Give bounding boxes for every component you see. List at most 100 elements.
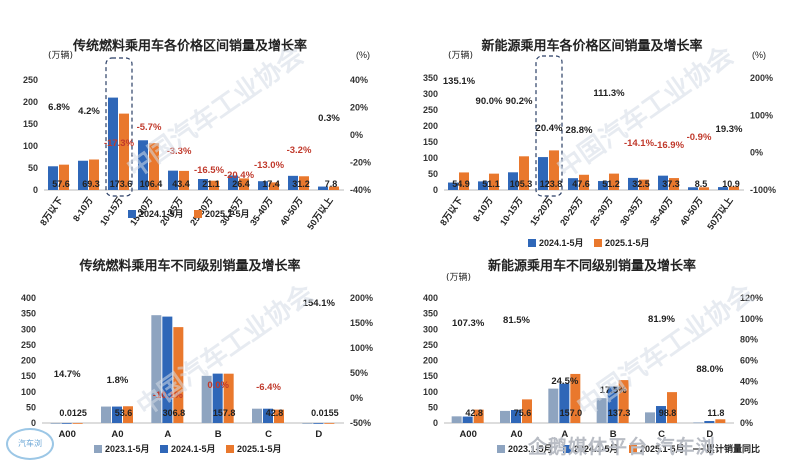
chart2-legend-swatch bbox=[594, 239, 602, 247]
chart2-value-label: 105.3 bbox=[510, 179, 533, 189]
chart1-category-label: 8-10万 bbox=[71, 195, 95, 223]
chart4-bar-2 bbox=[656, 406, 666, 423]
chart3-y2tick: 200% bbox=[350, 293, 373, 303]
chart1-ylabel: (万辆) bbox=[48, 49, 73, 61]
chart3-category-label: C bbox=[265, 429, 272, 440]
chart4-ytick: 300 bbox=[423, 324, 438, 334]
chart1-bar-1 bbox=[318, 186, 328, 190]
chart3-bar-3 bbox=[72, 422, 83, 424]
chart4-y2tick: 120% bbox=[740, 293, 763, 303]
chart2-growth-label: -16.9% bbox=[654, 140, 685, 151]
chart1-bar-2 bbox=[239, 178, 249, 190]
chart3-growth-label: -10.1% bbox=[153, 390, 184, 401]
chart3-category-label: B bbox=[215, 429, 222, 440]
chart1-bar-1 bbox=[228, 175, 238, 190]
chart3-growth-label: 1.8% bbox=[107, 375, 129, 386]
chart1-category-label: 40-50万 bbox=[278, 195, 305, 227]
chart3-value-label: 306.8 bbox=[163, 408, 186, 418]
chart2-y2label: (%) bbox=[752, 50, 766, 60]
chart2-growth-label: 135.1% bbox=[443, 76, 476, 87]
chart2-bar-2 bbox=[609, 173, 619, 190]
chart2-category-label: 15-20万 bbox=[528, 195, 555, 227]
chart3-legend-label: 2023.1-5月 bbox=[105, 444, 150, 454]
chart4-category-label: A0 bbox=[510, 429, 522, 440]
chart2-bar-1 bbox=[658, 175, 668, 190]
chart4-y2tick: 20% bbox=[740, 397, 758, 407]
chart1-growth-label: -13.0% bbox=[254, 160, 285, 171]
chart4-bar-1 bbox=[451, 416, 462, 423]
chart4-bar-3 bbox=[618, 380, 629, 423]
chart2-bar-2 bbox=[519, 156, 529, 190]
chart1-bar-2 bbox=[269, 182, 279, 190]
chart2-category-label: 40-50万 bbox=[678, 195, 705, 227]
chart3-growth-label: 0.0% bbox=[207, 380, 229, 391]
chart2-bar-2 bbox=[639, 179, 649, 190]
chart3-bar-1 bbox=[201, 375, 212, 423]
chart4-y2tick: 80% bbox=[740, 335, 758, 345]
chart2-ytick: 300 bbox=[423, 89, 438, 99]
chart1-bar-1 bbox=[78, 160, 88, 190]
chart1-legend-label: 2024.1-5月 bbox=[139, 209, 184, 219]
chart4-value-label: 157.0 bbox=[560, 408, 583, 418]
chart4-bar-1 bbox=[693, 422, 704, 424]
chart1-legend-swatch bbox=[128, 210, 136, 218]
chart4-legend-label: 累计销量同比 bbox=[706, 443, 760, 454]
chart4-legend-swatch bbox=[497, 445, 505, 453]
chart3-bar-3 bbox=[173, 327, 184, 423]
chart4-y2tick: 100% bbox=[740, 314, 763, 324]
chart4-ytick: 50 bbox=[428, 402, 438, 412]
chart2-value-label: 8.5 bbox=[695, 179, 708, 189]
chart2-category-label: 25-30万 bbox=[588, 195, 615, 227]
chart1-growth-label: -3.2% bbox=[287, 145, 312, 156]
chart2-y2tick: 100% bbox=[750, 110, 773, 120]
chart2-bar-1 bbox=[508, 172, 518, 190]
chart2-legend-swatch bbox=[528, 239, 536, 247]
chart3-ytick: 350 bbox=[21, 309, 36, 319]
chart1-category-label: 35-40万 bbox=[248, 195, 275, 227]
chart4-y2tick: 0% bbox=[740, 418, 753, 428]
chart4-bar-2 bbox=[704, 421, 715, 423]
chart4-value-label: 75.6 bbox=[514, 408, 532, 418]
chart3-ytick: 0 bbox=[31, 418, 36, 428]
chart3-bar-3 bbox=[223, 373, 234, 423]
chart4-bar-1 bbox=[500, 410, 510, 423]
chart4-y2tick: 40% bbox=[740, 376, 758, 386]
chart2-growth-label: -0.9% bbox=[687, 132, 712, 143]
chart4-bar-3 bbox=[667, 392, 677, 423]
chart1-category-label: 50万以上 bbox=[304, 195, 334, 232]
chart2-category-label: 20-25万 bbox=[558, 195, 585, 227]
chart1-bar-1 bbox=[138, 140, 148, 190]
chart3-bar-2 bbox=[212, 373, 223, 423]
chart2-growth-label: -14.1% bbox=[624, 138, 655, 149]
chart1-bar-2 bbox=[299, 176, 309, 190]
chart3-bar-1 bbox=[302, 422, 313, 424]
chart4-legend-label: 2023.1-5月 bbox=[508, 444, 553, 454]
chart2-value-label: 51.2 bbox=[602, 179, 620, 189]
chart2-y2tick: -100% bbox=[750, 185, 776, 195]
chart2-bar-2 bbox=[699, 187, 709, 190]
chart1-highlight-box bbox=[105, 57, 133, 197]
chart4-legend-label: 2024.1-5月 bbox=[574, 444, 619, 454]
chart1-bar-2 bbox=[119, 113, 129, 190]
chart1-ytick: 150 bbox=[23, 119, 38, 129]
footer-brand: 企鹅媒体平台 汽车浏 bbox=[528, 436, 716, 458]
chart3-bar-3 bbox=[324, 422, 335, 424]
chart3-category-label: A00 bbox=[58, 429, 75, 440]
chart2-category-label: 8万以下 bbox=[438, 195, 465, 227]
chart2-growth-label: 28.8% bbox=[566, 125, 593, 136]
chart2-bar-2 bbox=[729, 186, 739, 190]
chart1-growth-label: 4.2% bbox=[78, 106, 100, 117]
chart1-bar-1 bbox=[258, 181, 268, 190]
chart1-legend-label: 2025.1-5月 bbox=[205, 209, 250, 219]
chart3-bar-2 bbox=[263, 408, 273, 423]
chart4-bar-3 bbox=[570, 373, 581, 423]
chart4-ytick: 400 bbox=[423, 293, 438, 303]
chart3-legend-label: 2024.1-5月 bbox=[171, 444, 216, 454]
chart1-title: 传统燃料乘用车各价格区间销量及增长率 bbox=[72, 38, 307, 54]
chart3-bar-2 bbox=[162, 316, 173, 423]
chart1-legend-swatch bbox=[194, 210, 202, 218]
chart1-category-label: 10-15万 bbox=[98, 195, 125, 227]
chart4-growth-label: 107.3% bbox=[452, 318, 485, 329]
chart3-bar-1 bbox=[50, 422, 61, 424]
